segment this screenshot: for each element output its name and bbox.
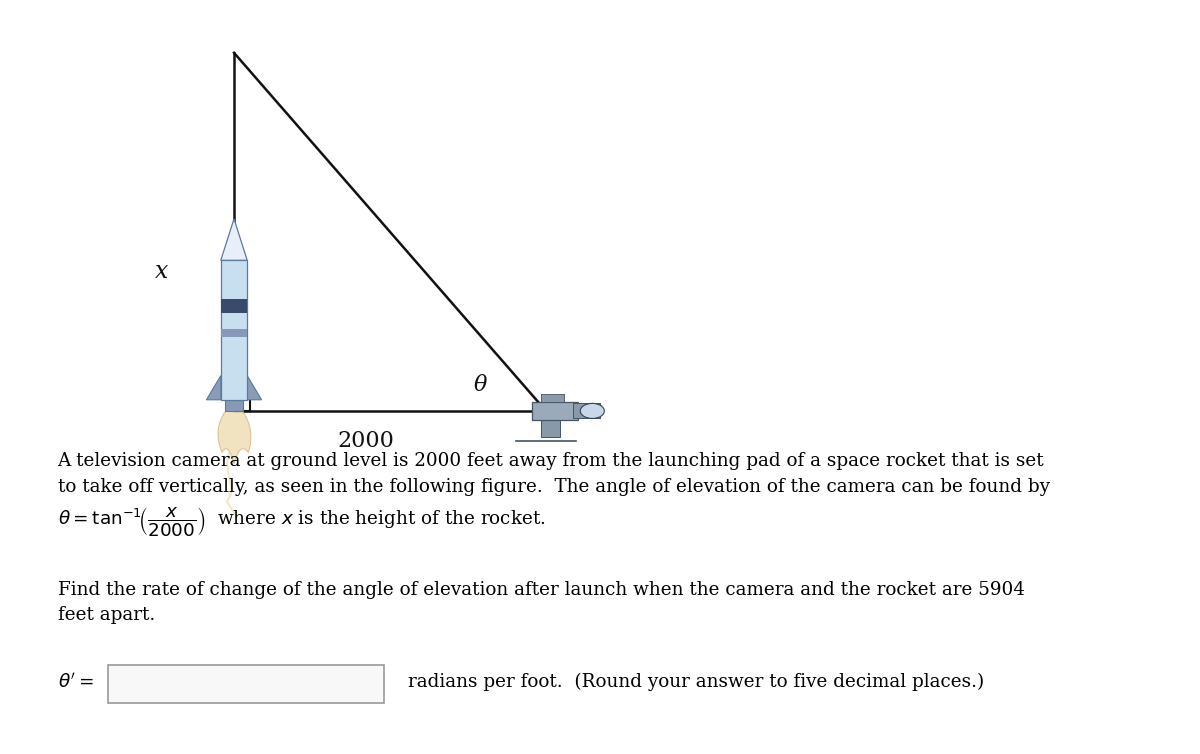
Bar xyxy=(221,260,247,400)
Bar xyxy=(224,400,244,411)
Polygon shape xyxy=(206,375,221,400)
Text: A television camera at ground level is 2000 feet away from the launching pad of : A television camera at ground level is 2… xyxy=(58,452,1050,496)
Bar xyxy=(221,329,247,337)
Text: $\theta = \tan^{-1}\!\!\left(\dfrac{x}{2000}\right)$  where $x$ is the height of: $\theta = \tan^{-1}\!\!\left(\dfrac{x}{2… xyxy=(58,505,545,538)
Text: θ: θ xyxy=(473,373,487,396)
Bar xyxy=(574,403,600,418)
Text: 2000: 2000 xyxy=(337,430,395,452)
Polygon shape xyxy=(221,219,247,260)
Bar xyxy=(221,299,247,314)
Bar xyxy=(541,421,560,437)
Bar xyxy=(533,401,578,421)
Text: $\theta' =$: $\theta' =$ xyxy=(58,673,94,692)
Text: radians per foot.  (Round your answer to five decimal places.): radians per foot. (Round your answer to … xyxy=(408,673,984,691)
PathPatch shape xyxy=(218,411,251,464)
FancyBboxPatch shape xyxy=(108,665,384,703)
Text: x: x xyxy=(155,260,169,283)
Circle shape xyxy=(581,403,605,418)
Polygon shape xyxy=(247,375,262,400)
Bar xyxy=(541,394,564,401)
Text: Find the rate of change of the angle of elevation after launch when the camera a: Find the rate of change of the angle of … xyxy=(58,581,1025,624)
